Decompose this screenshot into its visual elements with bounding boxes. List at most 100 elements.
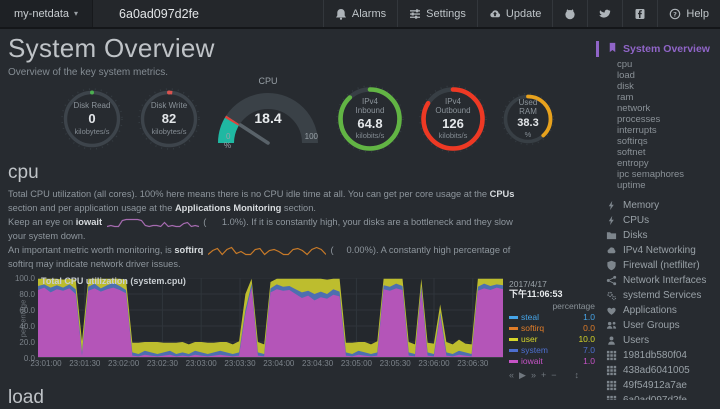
ipv4-inbound-unit: kilobits/s bbox=[356, 131, 385, 140]
sidebar-subitem-ram[interactable]: ram bbox=[596, 92, 720, 103]
sidebar-subitem-cpu[interactable]: cpu bbox=[596, 59, 720, 70]
chart-resize-button[interactable]: ↕ bbox=[574, 370, 579, 381]
ipv4-inbound-gauge[interactable]: IPv4 Inbound 64.8 kilobits/s bbox=[335, 84, 405, 154]
used-ram-title-2: RAM bbox=[519, 108, 537, 117]
legend-date: 2017/4/17 bbox=[509, 279, 595, 289]
cpu-description-iowait: Keep an eye on iowait ( 1.0%). If it is … bbox=[8, 216, 530, 244]
sidebar-subitem-disk[interactable]: disk bbox=[596, 81, 720, 92]
ipv4-outbound-value: 126 bbox=[442, 116, 464, 132]
sidebar-item-users[interactable]: Users bbox=[596, 333, 720, 348]
sidebar-item-system-overview[interactable]: System Overview bbox=[596, 41, 720, 57]
cloud-icon bbox=[606, 245, 617, 256]
top-navbar: my-netdata ▾ 6a0ad097d2fe Alarms Setting… bbox=[0, 0, 720, 29]
cpu-gauge[interactable]: CPU 18.4 0 % 100 bbox=[214, 76, 322, 154]
alarms-button[interactable]: Alarms bbox=[323, 0, 397, 27]
sidebar-item-systemd-services[interactable]: systemd Services bbox=[596, 288, 720, 303]
legend-swatch-steal bbox=[509, 316, 518, 319]
cloud-upload-icon bbox=[489, 8, 501, 20]
help-label: Help bbox=[686, 8, 709, 20]
settings-button[interactable]: Settings bbox=[397, 0, 477, 27]
ipv4-outbound-gauge[interactable]: IPv4 Outbound 126 kilobits/s bbox=[418, 84, 488, 154]
disk-write-unit: kilobytes/s bbox=[151, 127, 186, 136]
question-icon: ? bbox=[669, 8, 681, 20]
share-nodes-icon bbox=[606, 275, 617, 286]
alarms-label: Alarms bbox=[352, 8, 386, 20]
cpu-section-title: cpu bbox=[8, 162, 596, 184]
chart-zoom-in-button[interactable]: + bbox=[541, 370, 546, 381]
used-ram-gauge[interactable]: Used RAM 38.3 % bbox=[501, 92, 555, 146]
heart-icon bbox=[606, 305, 617, 316]
github-icon bbox=[564, 8, 576, 20]
chart-play-button[interactable]: ▶ bbox=[519, 370, 526, 381]
softirq-sparkline bbox=[208, 244, 326, 256]
ipv4-outbound-title-2: Outbound bbox=[435, 107, 470, 116]
grid-icon bbox=[606, 395, 617, 400]
sidebar-item-firewall-netfilter-[interactable]: Firewall (netfilter) bbox=[596, 258, 720, 273]
disk-read-title: Disk Read bbox=[74, 102, 111, 111]
sidebar-item-1981db580f04[interactable]: 1981db580f04 bbox=[596, 348, 720, 363]
sidebar-subitem-network[interactable]: network bbox=[596, 103, 720, 114]
facebook-button[interactable] bbox=[622, 0, 657, 27]
github-button[interactable] bbox=[552, 0, 587, 27]
main-panel: System Overview Overview of the key syst… bbox=[0, 29, 596, 400]
cpu-gauge-min: 0 bbox=[226, 132, 231, 141]
sidebar-subitem-processes[interactable]: processes bbox=[596, 114, 720, 125]
gears-icon bbox=[606, 290, 617, 301]
sidebar-item-memory[interactable]: Memory bbox=[596, 198, 720, 213]
sidebar-item-6a0ad097d2fe[interactable]: 6a0ad097d2fe bbox=[596, 393, 720, 400]
legend-unit: percentage bbox=[509, 301, 595, 311]
load-section-title: load bbox=[8, 387, 596, 409]
chart-rewind-button[interactable]: « bbox=[509, 370, 514, 381]
chart-zoom-out-button[interactable]: − bbox=[551, 370, 556, 381]
used-ram-value: 38.3 bbox=[517, 117, 538, 130]
cpus-link[interactable]: CPUs bbox=[490, 189, 515, 199]
twitter-button[interactable] bbox=[587, 0, 622, 27]
gauges-row: Disk Read 0 kilobytes/s Disk Write 82 ki… bbox=[60, 84, 596, 154]
sidebar-subitem-softirqs[interactable]: softirqs bbox=[596, 136, 720, 147]
sidebar-subitem-softnet[interactable]: softnet bbox=[596, 147, 720, 158]
legend-swatch-softirq bbox=[509, 327, 518, 330]
sidebar-subitem-load[interactable]: load bbox=[596, 70, 720, 81]
cpu-gauge-unit: % bbox=[224, 141, 231, 149]
update-label: Update bbox=[506, 8, 541, 20]
navbar-actions: Alarms Settings Update ? Help bbox=[323, 0, 720, 27]
my-netdata-menu[interactable]: my-netdata ▾ bbox=[0, 0, 93, 27]
sidebar-item-applications[interactable]: Applications bbox=[596, 303, 720, 318]
disk-read-gauge[interactable]: Disk Read 0 kilobytes/s bbox=[60, 87, 124, 151]
grid-icon bbox=[606, 380, 617, 391]
cpu-description-softirq: An important metric worth monitoring, is… bbox=[8, 244, 530, 272]
sidebar-subitem-uptime[interactable]: uptime bbox=[596, 180, 720, 191]
sidebar-subitem-interrupts[interactable]: interrupts bbox=[596, 125, 720, 136]
chart-fast-forward-button[interactable]: » bbox=[531, 370, 536, 381]
folder-icon bbox=[606, 230, 617, 241]
cpu-description-1: Total CPU utilization (all cores). 100% … bbox=[8, 188, 530, 216]
sidebar-item-cpus[interactable]: CPUs bbox=[596, 213, 720, 228]
sidebar-item-user-groups[interactable]: User Groups bbox=[596, 318, 720, 333]
cpu-gauge-value: 18.4 bbox=[254, 110, 281, 126]
sliders-icon bbox=[409, 8, 421, 20]
sidebar-item-49f54912a7ae[interactable]: 49f54912a7ae bbox=[596, 378, 720, 393]
disk-write-value: 82 bbox=[162, 111, 176, 127]
sidebar-subitem-entropy[interactable]: entropy bbox=[596, 158, 720, 169]
cpu-utilization-chart[interactable] bbox=[38, 278, 503, 358]
cpu-chart-block: percentage Total CPU utilization (system… bbox=[8, 278, 596, 381]
help-button[interactable]: ? Help bbox=[657, 0, 720, 27]
update-button[interactable]: Update bbox=[477, 0, 552, 27]
hostname: 6a0ad097d2fe bbox=[119, 0, 199, 27]
sidebar-item-438ad6041005[interactable]: 438ad6041005 bbox=[596, 363, 720, 378]
legend-time: 下午11:06:53 bbox=[509, 289, 595, 300]
disk-write-gauge[interactable]: Disk Write 82 kilobytes/s bbox=[137, 87, 201, 151]
sidebar-subitem-ipc-semaphores[interactable]: ipc semaphores bbox=[596, 169, 720, 180]
applications-monitoring-link[interactable]: Applications Monitoring bbox=[175, 203, 281, 213]
sidebar-item-disks[interactable]: Disks bbox=[596, 228, 720, 243]
facebook-icon bbox=[634, 8, 646, 20]
sidebar-item-ipv4-networking[interactable]: IPv4 Networking bbox=[596, 243, 720, 258]
sidebar-item-network-interfaces[interactable]: Network Interfaces bbox=[596, 273, 720, 288]
